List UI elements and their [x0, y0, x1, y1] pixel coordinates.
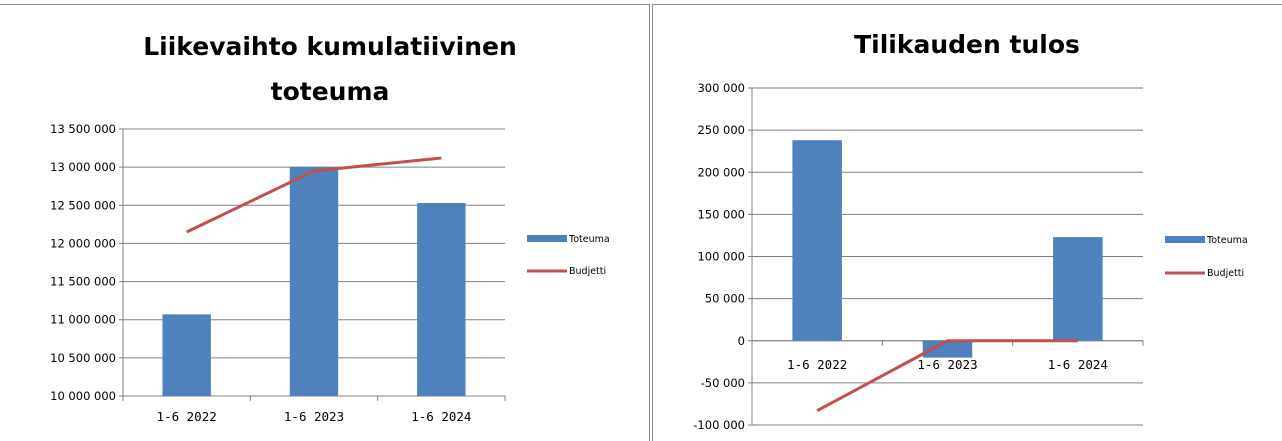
bar-toteuma	[1053, 237, 1103, 341]
legend-label-toteuma: Toteuma	[1206, 235, 1248, 246]
legend-swatch-toteuma	[1165, 236, 1205, 243]
y-tick-label: 11 000 000	[50, 313, 116, 327]
y-tick-label: 13 500 000	[50, 122, 116, 136]
y-tick-label: -100 000	[693, 418, 745, 432]
y-tick-label: 10 500 000	[50, 351, 116, 365]
legend: Toteuma Budjetti	[527, 234, 610, 277]
x-tick-label: 1-6 2023	[917, 357, 977, 372]
y-tick-label: 50 000	[705, 292, 745, 306]
chart-border-top	[652, 4, 1282, 5]
y-tick-label: 150 000	[697, 207, 745, 221]
x-tick-label: 1-6 2022	[787, 357, 847, 372]
chart-title: Liikevaihto kumulatiivinen	[143, 32, 517, 61]
profit-chart: Tilikauden tulos -100 000 -50 000 0 50 000 1…	[693, 30, 1248, 432]
x-tick-label: 1-6 2024	[1048, 357, 1108, 372]
line-budjetti	[186, 156, 442, 234]
bar-toteuma	[792, 140, 842, 341]
y-tick-label: 12 000 000	[50, 236, 116, 250]
revenue-chart: Liikevaihto kumulatiivinen toteuma 10 00…	[50, 32, 610, 424]
chart-border-left	[652, 4, 653, 441]
y-tick-label: 300 000	[697, 81, 745, 95]
x-tick-label: 1-6 2024	[411, 409, 471, 424]
y-tick-label: 12 500 000	[50, 198, 116, 212]
legend-swatch-toteuma	[527, 235, 567, 242]
legend-label-budjetti: Budjetti	[1207, 268, 1244, 279]
chart-title-line2: toteuma	[271, 77, 390, 106]
chart-panel-profit: Tilikauden tulos -100 000 -50 000 0 50 000 1…	[650, 0, 1282, 441]
x-tick-label: 1-6 2022	[157, 409, 217, 424]
y-tick-label: 0	[738, 334, 745, 348]
chart-border-top	[0, 4, 650, 5]
legend-label-toteuma: Toteuma	[568, 234, 610, 245]
y-tick-label: 100 000	[697, 250, 745, 264]
y-tick-label: 11 500 000	[50, 275, 116, 289]
bar-toteuma	[417, 202, 466, 396]
legend: Toteuma Budjetti	[1165, 235, 1248, 279]
x-tick-label: 1-6 2023	[284, 409, 344, 424]
y-tick-label: 250 000	[697, 123, 745, 137]
line-budjetti	[816, 339, 1078, 412]
chart-border-right	[649, 4, 650, 441]
y-tick-label: 10 000 000	[50, 389, 116, 403]
chart-panel-revenue: Liikevaihto kumulatiivinen toteuma 10 00…	[0, 4, 650, 441]
chart-title: Tilikauden tulos	[854, 30, 1080, 59]
y-tick-label: 13 000 000	[50, 160, 116, 174]
legend-label-budjetti: Budjetti	[569, 266, 606, 277]
bar-toteuma	[289, 167, 339, 396]
bar-toteuma	[162, 314, 211, 396]
y-tick-label: -50 000	[701, 376, 745, 390]
bar-toteuma	[922, 340, 973, 358]
y-tick-label: 200 000	[697, 165, 745, 179]
